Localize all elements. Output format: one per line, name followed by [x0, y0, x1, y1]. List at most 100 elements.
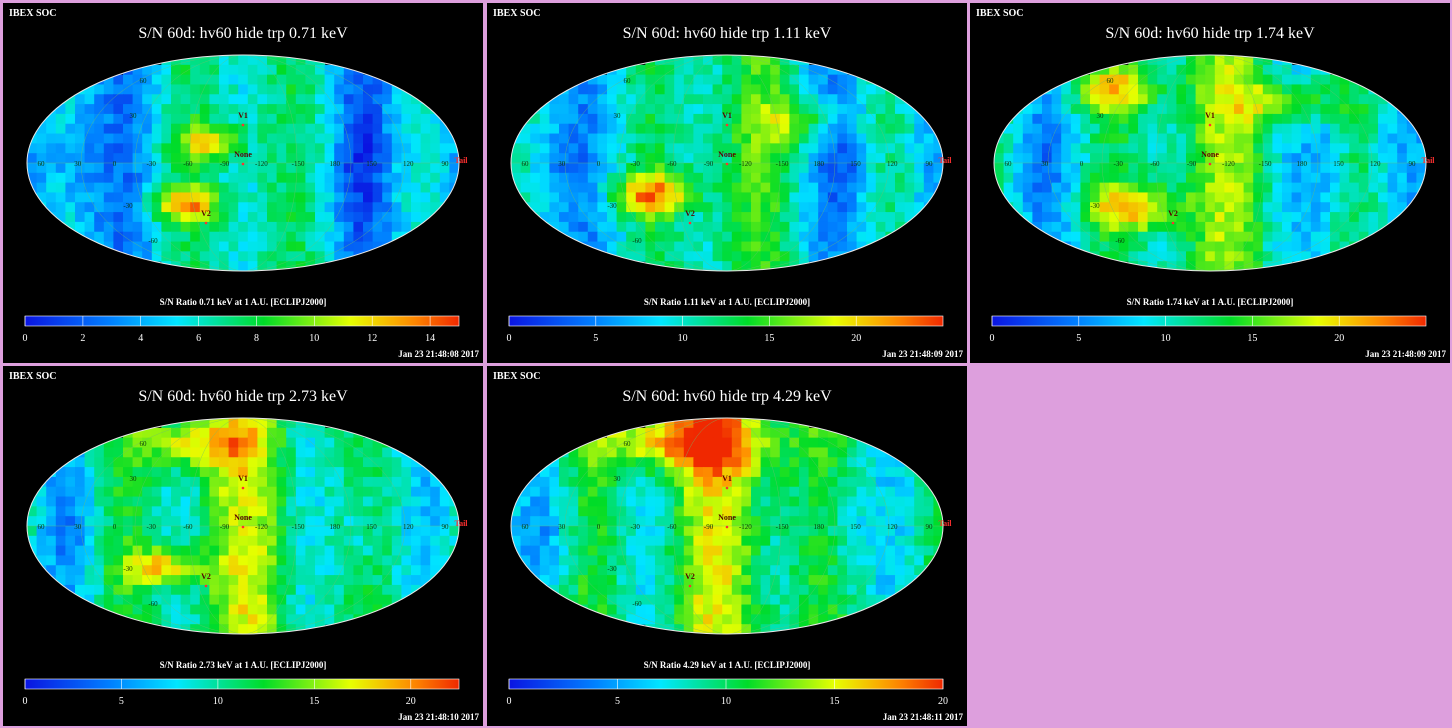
map-cell	[401, 113, 412, 125]
map-cell	[190, 182, 201, 194]
map-cell	[391, 476, 402, 488]
map-cell	[751, 182, 762, 194]
map-cell	[856, 575, 867, 586]
map-cell	[568, 212, 579, 223]
map-cell	[372, 476, 383, 488]
map-cell	[219, 241, 230, 252]
map-cell	[731, 231, 742, 243]
map-cell	[607, 104, 618, 115]
map-cell	[238, 192, 249, 203]
map-cell	[1186, 94, 1197, 105]
longitude-label: -90	[220, 523, 230, 531]
map-cell	[123, 241, 134, 252]
map-cell	[712, 133, 723, 144]
map-cell	[209, 476, 220, 488]
map-cell	[693, 545, 704, 557]
map-cell	[113, 143, 124, 154]
map-cell	[267, 143, 278, 154]
map-cell	[209, 153, 220, 164]
map-cell	[1272, 221, 1283, 233]
map-cell	[1253, 133, 1264, 144]
map-cell	[587, 94, 598, 105]
map-cell	[1301, 133, 1312, 144]
map-cell	[449, 123, 459, 135]
map-cell	[103, 74, 114, 86]
map-cell	[635, 614, 646, 625]
map-cell	[94, 476, 105, 488]
map-cell	[693, 221, 704, 233]
map-cell	[190, 575, 201, 586]
map-cell	[1080, 133, 1091, 144]
map-cell	[683, 261, 694, 271]
map-cell	[219, 624, 230, 634]
map-cell	[1176, 64, 1187, 76]
map-cell	[276, 261, 287, 271]
colorbar-tick-label: 0	[989, 333, 995, 344]
map-cell	[674, 251, 685, 262]
map-cell	[257, 55, 268, 66]
map-cell	[1349, 123, 1360, 135]
map-cell	[789, 614, 800, 625]
map-cell	[1253, 212, 1264, 223]
map-cell	[228, 212, 239, 223]
map-cell	[626, 467, 637, 478]
map-cell	[779, 221, 790, 233]
map-cell	[247, 261, 258, 271]
map-cell	[1109, 113, 1120, 125]
map-cell	[46, 526, 57, 537]
map-cell	[1205, 261, 1216, 271]
map-cell	[1013, 182, 1024, 194]
map-cell	[103, 143, 114, 154]
map-cell	[295, 506, 306, 517]
map-cell	[315, 604, 326, 615]
map-cell	[674, 526, 685, 537]
map-cell	[674, 555, 685, 566]
map-cell	[789, 74, 800, 86]
map-cell	[827, 212, 838, 223]
map-cell	[1157, 221, 1168, 233]
map-cell	[267, 545, 278, 557]
map-cell	[664, 506, 675, 517]
map-cell	[305, 202, 316, 213]
map-cell	[808, 506, 819, 517]
map-cell	[315, 418, 326, 429]
map-cell	[722, 143, 733, 154]
map-cell	[683, 221, 694, 233]
map-cell	[372, 74, 383, 86]
map-cell	[1176, 241, 1187, 252]
map-cell	[674, 231, 685, 243]
map-cell	[411, 486, 422, 498]
map-cell	[209, 614, 220, 625]
map-cell	[1253, 74, 1264, 86]
map-cell	[401, 506, 412, 517]
map-cell	[1387, 202, 1398, 213]
map-cell	[693, 604, 704, 615]
map-cell	[1282, 153, 1293, 164]
map-cell	[1282, 55, 1293, 66]
map-cell	[751, 55, 762, 66]
map-cell	[171, 476, 182, 488]
map-cell	[1339, 104, 1350, 115]
map-cell	[683, 153, 694, 164]
map-cell	[84, 212, 95, 223]
map-cell	[895, 113, 906, 125]
map-cell	[324, 457, 335, 468]
map-cell	[286, 55, 297, 66]
map-cell	[199, 486, 210, 498]
map-cell	[587, 192, 598, 203]
map-cell	[645, 565, 656, 576]
map-cell	[151, 113, 162, 125]
map-cell	[770, 182, 781, 194]
map-cell	[741, 143, 752, 154]
map-cell	[238, 604, 249, 615]
map-cell	[587, 457, 598, 468]
map-cell	[1330, 84, 1341, 95]
map-cell	[770, 575, 781, 586]
map-cell	[703, 163, 714, 174]
header-label: IBEX SOC	[9, 8, 57, 19]
map-cell	[372, 202, 383, 213]
map-cell	[722, 123, 733, 135]
map-cell	[46, 516, 57, 527]
map-cell	[1186, 261, 1197, 271]
map-cell	[1378, 143, 1389, 154]
